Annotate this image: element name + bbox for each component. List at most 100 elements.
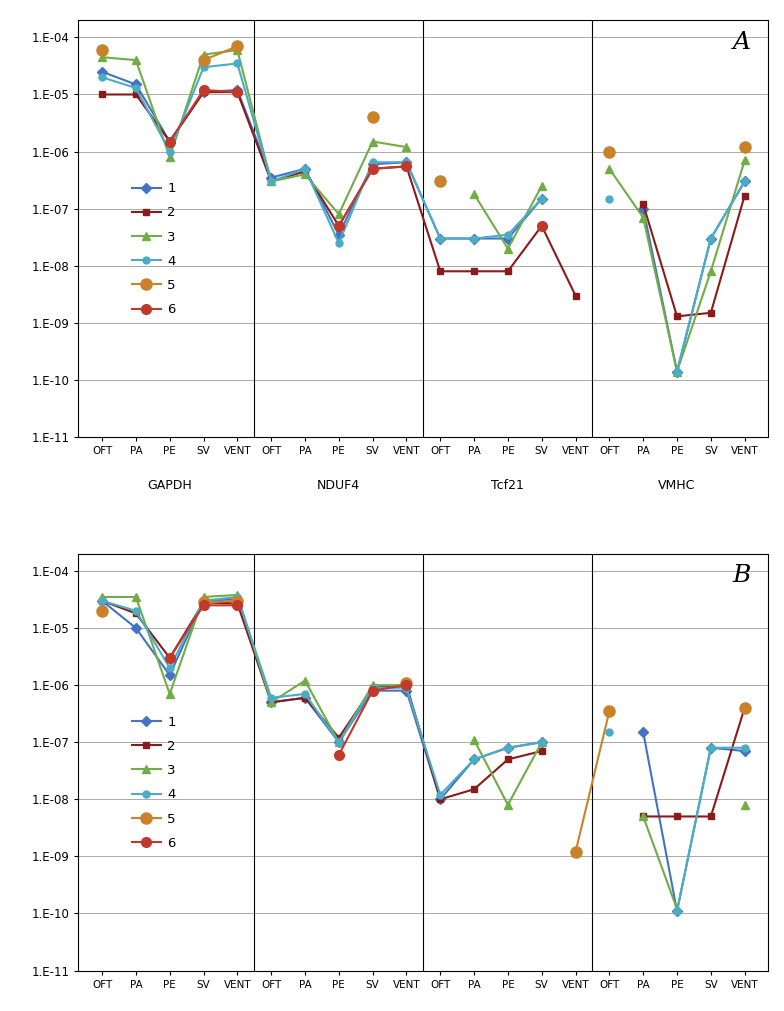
5	[233, 40, 242, 53]
3	[97, 52, 107, 64]
3	[334, 736, 343, 748]
2	[165, 652, 174, 664]
Line: 1: 1	[99, 595, 748, 915]
4	[706, 742, 716, 754]
Line: 1: 1	[99, 69, 748, 375]
4	[199, 594, 209, 607]
3	[537, 736, 546, 748]
4	[706, 233, 716, 245]
4	[165, 662, 174, 674]
1	[131, 622, 140, 634]
1	[131, 79, 140, 91]
4	[97, 71, 107, 83]
1	[300, 163, 310, 175]
2	[436, 794, 445, 806]
4	[300, 687, 310, 700]
3	[165, 687, 174, 700]
6	[401, 679, 411, 692]
1	[401, 157, 411, 169]
4	[537, 192, 546, 204]
4	[401, 157, 411, 169]
1	[97, 594, 107, 607]
2	[199, 86, 209, 98]
3	[300, 674, 310, 686]
3	[165, 151, 174, 163]
4	[233, 590, 242, 603]
1	[673, 905, 682, 917]
Line: 3: 3	[98, 45, 749, 376]
1	[401, 684, 411, 697]
4	[537, 736, 546, 748]
3	[131, 54, 140, 66]
4	[300, 163, 310, 175]
3	[638, 211, 648, 223]
6	[165, 652, 174, 664]
3	[368, 679, 377, 692]
Text: A: A	[733, 30, 751, 54]
3	[131, 590, 140, 603]
1	[199, 86, 209, 98]
3	[368, 135, 377, 148]
1	[368, 158, 377, 170]
Text: Tcf21: Tcf21	[492, 478, 524, 491]
2	[638, 811, 648, 823]
6	[368, 163, 377, 175]
3	[267, 175, 276, 187]
6	[199, 84, 209, 96]
2	[401, 161, 411, 173]
3	[470, 188, 479, 200]
1	[199, 594, 209, 607]
2	[470, 784, 479, 796]
1	[267, 172, 276, 184]
5	[571, 846, 580, 858]
2	[199, 596, 209, 609]
2	[165, 135, 174, 148]
1	[706, 233, 716, 245]
Line: 5: 5	[96, 40, 750, 187]
2	[673, 811, 682, 823]
5	[233, 594, 242, 607]
3	[233, 588, 242, 601]
2	[638, 198, 648, 210]
5	[740, 141, 750, 153]
2	[673, 310, 682, 323]
Line: 6: 6	[165, 601, 412, 759]
3	[503, 243, 513, 255]
3	[199, 590, 209, 603]
4	[673, 905, 682, 917]
5	[97, 605, 107, 617]
Text: VMHC: VMHC	[659, 478, 695, 491]
1	[638, 726, 648, 738]
2	[334, 732, 343, 744]
Line: 4: 4	[99, 593, 748, 915]
2	[401, 679, 411, 692]
4	[401, 681, 411, 694]
4	[740, 175, 750, 187]
1	[267, 697, 276, 709]
Legend: 1, 2, 3, 4, 5, 6: 1, 2, 3, 4, 5, 6	[126, 177, 181, 321]
Line: 6: 6	[165, 85, 546, 231]
3	[673, 366, 682, 378]
2	[503, 753, 513, 765]
6	[537, 219, 546, 232]
Line: 4: 4	[99, 60, 748, 375]
2	[706, 306, 716, 318]
3	[97, 590, 107, 603]
1	[165, 135, 174, 148]
2	[706, 811, 716, 823]
3	[267, 697, 276, 709]
2	[300, 692, 310, 704]
4	[368, 157, 377, 169]
3	[673, 903, 682, 915]
3	[740, 799, 750, 811]
1	[470, 753, 479, 765]
4	[334, 736, 343, 748]
1	[706, 742, 716, 754]
2	[131, 608, 140, 620]
2	[300, 166, 310, 178]
1	[638, 202, 648, 214]
4	[233, 58, 242, 70]
2	[470, 265, 479, 277]
5	[97, 44, 107, 57]
4	[503, 742, 513, 754]
